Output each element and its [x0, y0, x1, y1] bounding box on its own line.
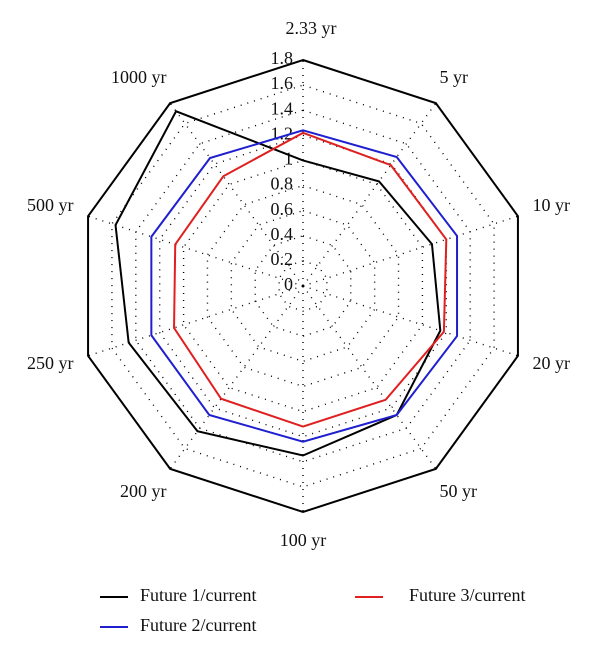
category-label: 20 yr [532, 353, 570, 373]
r-tick-label: 0.6 [271, 199, 294, 219]
category-label: 10 yr [532, 195, 570, 215]
spoke [169, 285, 304, 470]
category-label: 100 yr [280, 530, 327, 550]
series-line [150, 129, 459, 443]
r-tick-label: 0.4 [271, 224, 294, 244]
r-tick-label: 1.4 [271, 98, 294, 118]
spoke [302, 102, 437, 287]
series-line [173, 131, 448, 428]
spoke [302, 215, 519, 287]
series-line [114, 110, 442, 457]
spoke [87, 215, 304, 287]
category-label: 200 yr [120, 481, 167, 501]
spoke [169, 102, 304, 287]
spoke [302, 285, 437, 470]
grid-ring [278, 260, 328, 312]
r-tick-label: 1.8 [271, 48, 294, 68]
r-tick-label: 0.8 [271, 174, 294, 194]
category-label: 2.33 yr [286, 18, 337, 38]
grid-ring [230, 209, 376, 363]
category-label: 1000 yr [111, 67, 167, 87]
r-tick-label: 1 [284, 149, 293, 169]
category-label: 250 yr [27, 353, 74, 373]
spoke [87, 285, 304, 357]
category-label: 5 yr [439, 67, 468, 87]
legend-label: Future 2/current [140, 615, 256, 635]
legend-label: Future 1/current [140, 585, 256, 605]
legend-label: Future 3/current [409, 585, 525, 605]
r-tick-label: 0 [284, 274, 293, 294]
category-label: 50 yr [439, 481, 477, 501]
r-tick-label: 0.2 [271, 249, 294, 269]
category-label: 500 yr [27, 195, 74, 215]
r-tick-label: 1.6 [271, 73, 294, 93]
grid-ring [87, 58, 519, 514]
spoke [302, 285, 519, 357]
